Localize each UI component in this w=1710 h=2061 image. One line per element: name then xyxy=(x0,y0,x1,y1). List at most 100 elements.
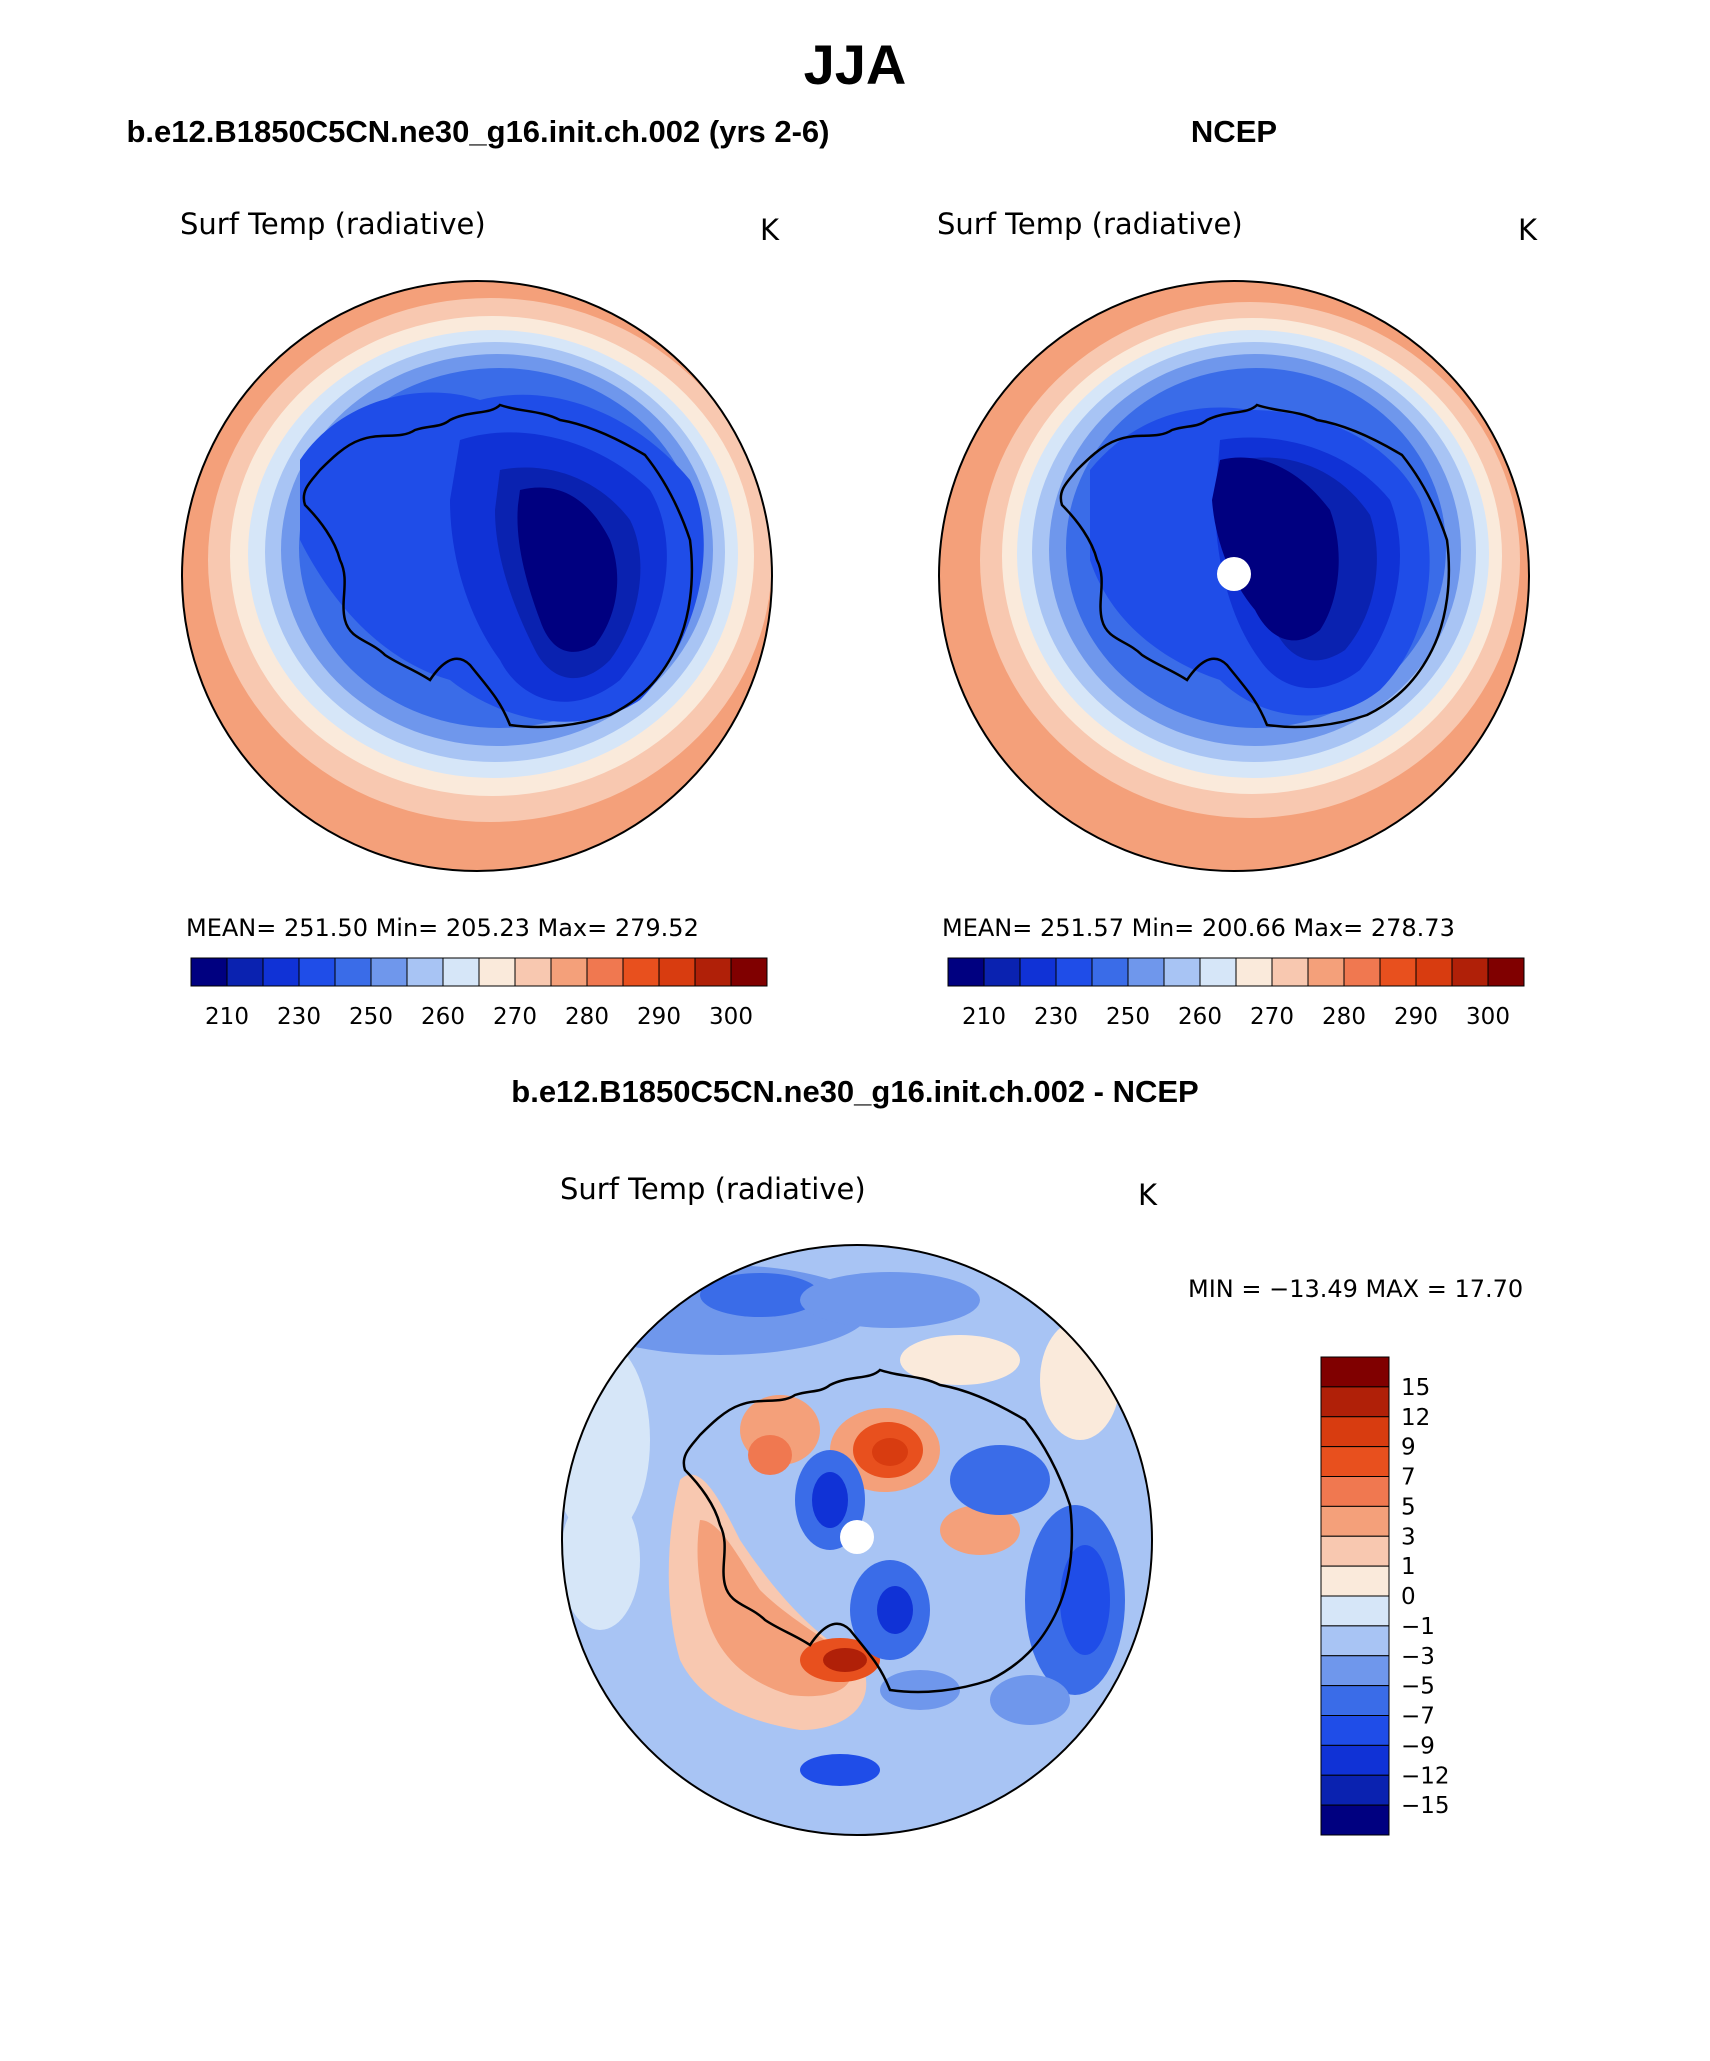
diff-case-title: b.e12.B1850C5CN.ne30_g16.init.ch.002 - N… xyxy=(511,1074,1198,1109)
model-colorbar-tick-label: 300 xyxy=(709,1004,753,1030)
model-map-boundary xyxy=(181,280,773,872)
obs-colorbar: 210 230 250 260 270 280 290 300 xyxy=(947,957,1525,1030)
diff-colorbar-tick-label: −12 xyxy=(1401,1763,1450,1789)
model-colorbar-tick-label: 230 xyxy=(277,1004,321,1030)
obs-units-label: K xyxy=(1518,213,1538,247)
obs-colorbar-swatch xyxy=(1091,957,1129,987)
obs-colorbar-tick-label: 250 xyxy=(1106,1004,1150,1030)
model-colorbar-swatch xyxy=(550,957,588,987)
obs-colorbar-swatch xyxy=(1307,957,1345,987)
obs-colorbar-swatch xyxy=(947,957,985,987)
model-coastline xyxy=(302,403,694,729)
model-colorbar-tick-label: 260 xyxy=(421,1004,465,1030)
diff-colorbar-swatch xyxy=(1320,1356,1390,1388)
model-colorbar-swatch xyxy=(730,957,768,987)
model-colorbar-swatch xyxy=(694,957,732,987)
diff-colorbar: 15 12 9 7 5 3 1 0 −1 −3 −5 −7 −9 −12 −15 xyxy=(1320,1356,1450,1836)
diff-colorbar-swatch xyxy=(1320,1804,1390,1836)
diff-colorbar-tick-label: 3 xyxy=(1401,1524,1416,1550)
diff-colorbar-swatch xyxy=(1320,1625,1390,1657)
diff-colorbar-swatch xyxy=(1320,1446,1390,1477)
diff-colorbar-swatch xyxy=(1320,1655,1390,1687)
obs-colorbar-tick-label: 290 xyxy=(1394,1004,1438,1030)
obs-colorbar-swatch xyxy=(1379,957,1417,987)
model-colorbar-swatch xyxy=(262,957,300,987)
model-units-label: K xyxy=(760,213,780,247)
diff-colorbar-tick-label: 12 xyxy=(1401,1405,1430,1431)
model-colorbar-tick-label: 290 xyxy=(637,1004,681,1030)
diff-colorbar-swatch xyxy=(1320,1535,1390,1567)
model-colorbar-tick-label: 210 xyxy=(205,1004,249,1030)
figure-title: JJA xyxy=(804,33,907,96)
diff-colorbar-swatch xyxy=(1320,1715,1390,1746)
obs-map-boundary xyxy=(938,280,1530,872)
diff-colorbar-swatch xyxy=(1320,1774,1390,1806)
obs-colorbar-tick-label: 270 xyxy=(1250,1004,1294,1030)
obs-colorbar-swatch xyxy=(1019,957,1057,987)
diff-variable-label: Surf Temp (radiative) xyxy=(560,1172,866,1206)
model-colorbar-swatch xyxy=(514,957,552,987)
model-colorbar-tick-label: 270 xyxy=(493,1004,537,1030)
model-colorbar-swatch xyxy=(370,957,408,987)
obs-colorbar-swatch xyxy=(1235,957,1273,987)
obs-colorbar-swatch xyxy=(1415,957,1453,987)
model-colorbar-tick-label: 250 xyxy=(349,1004,393,1030)
diff-colorbar-swatch xyxy=(1320,1744,1390,1776)
obs-colorbar-swatch xyxy=(1451,957,1489,987)
diff-map: Surf Temp (radiative) K xyxy=(560,1172,1523,1836)
obs-colorbar-tick-label: 280 xyxy=(1322,1004,1366,1030)
obs-colorbar-swatch xyxy=(1199,957,1237,987)
model-colorbar-swatch xyxy=(442,957,480,987)
diff-colorbar-tick-label: 1 xyxy=(1401,1554,1416,1580)
obs-map: Surf Temp (radiative) K MEAN= 251.57 Min… xyxy=(937,207,1538,1030)
diff-colorbar-swatch xyxy=(1320,1416,1390,1448)
obs-colorbar-swatch xyxy=(1487,957,1525,987)
diff-colorbar-tick-label: 7 xyxy=(1401,1465,1416,1491)
model-stats: MEAN= 251.50 Min= 205.23 Max= 279.52 xyxy=(186,914,699,942)
obs-case-title: NCEP xyxy=(1191,114,1277,149)
model-colorbar-swatch xyxy=(334,957,372,987)
model-case-title: b.e12.B1850C5CN.ne30_g16.init.ch.002 (yr… xyxy=(126,114,829,149)
diff-colorbar-tick-label: −3 xyxy=(1401,1644,1435,1670)
model-colorbar-swatch xyxy=(226,957,264,987)
diff-colorbar-swatch xyxy=(1320,1386,1390,1418)
obs-colorbar-swatch xyxy=(1343,957,1381,987)
obs-variable-label: Surf Temp (radiative) xyxy=(937,207,1243,241)
diff-colorbar-swatch xyxy=(1320,1595,1390,1627)
model-variable-label: Surf Temp (radiative) xyxy=(180,207,486,241)
diff-colorbar-tick-label: −7 xyxy=(1401,1704,1435,1730)
diff-pole-hole xyxy=(840,1520,874,1554)
diff-stats: MIN = −13.49 MAX = 17.70 xyxy=(1188,1275,1523,1303)
obs-stats: MEAN= 251.57 Min= 200.66 Max= 278.73 xyxy=(942,914,1455,942)
model-map: Surf Temp (radiative) K MEAN= 251.50 Min… xyxy=(180,207,780,1030)
diff-colorbar-tick-label: 15 xyxy=(1401,1375,1430,1401)
diff-colorbar-tick-label: −9 xyxy=(1401,1733,1435,1759)
obs-colorbar-swatch xyxy=(1163,957,1201,987)
model-colorbar-swatch xyxy=(298,957,336,987)
diff-colorbar-tick-label: 9 xyxy=(1401,1435,1416,1461)
obs-colorbar-tick-label: 300 xyxy=(1466,1004,1510,1030)
model-colorbar-swatch xyxy=(190,957,228,987)
model-colorbar-swatch xyxy=(622,957,660,987)
diff-colorbar-swatch xyxy=(1320,1505,1390,1537)
model-temperature-field xyxy=(182,281,772,871)
diff-coastline xyxy=(682,1368,1074,1694)
model-colorbar-swatch xyxy=(658,957,696,987)
model-colorbar: 210 230 250 260 270 280 290 300 xyxy=(190,957,768,1030)
obs-colorbar-swatch xyxy=(983,957,1021,987)
obs-colorbar-tick-label: 260 xyxy=(1178,1004,1222,1030)
diff-colorbar-tick-label: 5 xyxy=(1401,1494,1416,1520)
diff-colorbar-tick-label: −5 xyxy=(1401,1674,1435,1700)
obs-colorbar-swatch xyxy=(1055,957,1093,987)
model-colorbar-swatch xyxy=(478,957,516,987)
diff-units-label: K xyxy=(1138,1178,1158,1212)
model-colorbar-tick-label: 280 xyxy=(565,1004,609,1030)
diff-colorbar-tick-label: −1 xyxy=(1401,1614,1435,1640)
obs-pole-hole xyxy=(1217,557,1251,591)
diff-colorbar-tick-label: −15 xyxy=(1401,1793,1450,1819)
diff-colorbar-tick-label: 0 xyxy=(1401,1584,1416,1610)
obs-colorbar-tick-label: 210 xyxy=(962,1004,1006,1030)
obs-colorbar-swatch xyxy=(1127,957,1165,987)
obs-colorbar-tick-label: 230 xyxy=(1034,1004,1078,1030)
